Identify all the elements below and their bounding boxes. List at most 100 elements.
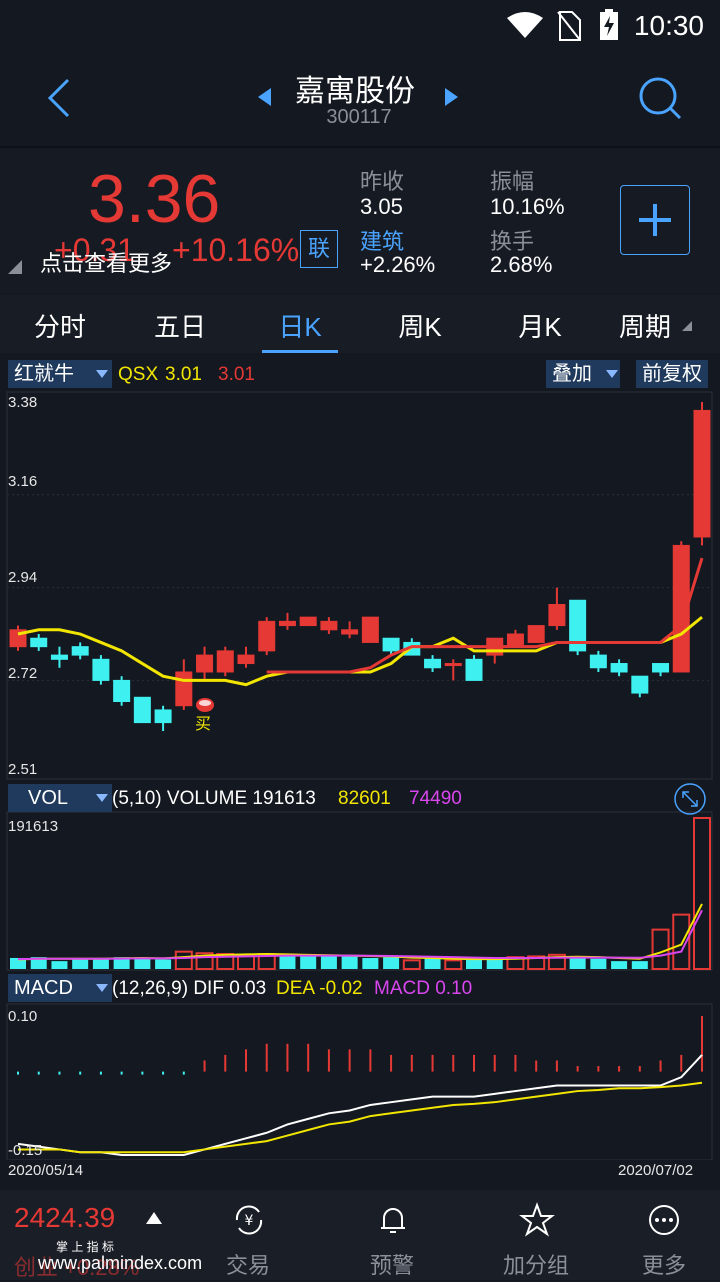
sector-value: +2.26% — [360, 252, 436, 277]
candle-body — [30, 637, 48, 648]
index-quote[interactable]: 2424.39 掌 上 指 标 创业 +0.28% www.palmindex.… — [0, 1190, 203, 1280]
kline-marks — [9, 402, 711, 732]
volume-bar — [155, 959, 172, 969]
candle-body — [258, 620, 276, 652]
plus-icon — [639, 204, 671, 236]
volume-bar — [300, 955, 317, 969]
indicator-selector[interactable]: 红就牛 — [8, 360, 112, 388]
qsx-red-line — [266, 557, 704, 674]
next-stock-icon[interactable] — [444, 88, 458, 106]
volume-bar — [424, 957, 441, 969]
candle-body — [424, 658, 442, 669]
back-icon[interactable] — [40, 74, 80, 122]
add-watchlist-button[interactable] — [620, 185, 690, 255]
volume-bar — [30, 957, 47, 969]
nav-alert[interactable]: 预警 — [320, 1190, 464, 1280]
candle-body — [506, 633, 524, 648]
stock-code: 300117 — [326, 106, 392, 128]
vol-ma10-line — [17, 909, 703, 961]
sector-label[interactable]: 建筑 — [360, 229, 405, 254]
candle-body — [610, 663, 628, 673]
volume-bar — [547, 953, 566, 971]
qsx-yellow-line — [17, 615, 703, 687]
qsx-value-red: 3.01 — [218, 364, 255, 385]
vol-params: (5,10) VOLUME 191613 — [112, 788, 316, 809]
volume-bar — [341, 956, 358, 969]
volume-bar — [672, 913, 691, 970]
yuan-exchange-icon: ¥ — [235, 1205, 263, 1235]
tab-yuek[interactable]: 月K — [518, 312, 562, 342]
quote-panel[interactable]: 3.36 +0.31 +10.16% 点击查看更多 联 昨收 3.05 建筑 +… — [0, 148, 720, 293]
expand-corner-icon — [8, 260, 22, 274]
volume-bar — [486, 958, 503, 969]
kline-grid — [7, 494, 712, 681]
nav-trade-label: 交易 — [225, 1253, 270, 1278]
vol-axis-top: 191613 — [8, 818, 59, 835]
more-info-tip[interactable]: 点击查看更多 — [40, 251, 173, 276]
kline-frame — [6, 391, 713, 780]
tab-zhouqi[interactable]: 周期 — [618, 312, 671, 342]
nav-trade[interactable]: ¥ 交易 — [176, 1190, 320, 1280]
indicator-name: 红就牛 — [14, 363, 74, 385]
nav-more[interactable]: 更多 — [608, 1190, 720, 1280]
candle-body — [444, 663, 462, 667]
kline-chart[interactable] — [0, 390, 720, 1160]
volume-bar — [92, 958, 109, 969]
candle-body — [382, 637, 400, 652]
candle-body — [175, 671, 193, 707]
vol-indicator-name: VOL — [28, 787, 69, 809]
search-icon[interactable] — [636, 74, 684, 122]
volume-bar — [51, 961, 68, 969]
buy-marker-icon — [196, 698, 214, 712]
candle-body — [548, 603, 566, 627]
prev-stock-icon[interactable] — [258, 88, 272, 106]
wifi-icon — [507, 12, 543, 38]
price-change-pct: +10.16% — [172, 232, 300, 268]
dropdown-corner-icon — [682, 321, 692, 331]
divider — [0, 146, 720, 148]
app-header: 嘉寓股份 300117 — [0, 50, 720, 146]
volume-bar — [466, 959, 482, 969]
bottom-nav: 2424.39 掌 上 指 标 创业 +0.28% www.palmindex.… — [0, 1190, 720, 1280]
lian-badge[interactable]: 联 — [300, 230, 338, 268]
macd-indicator-selector[interactable]: MACD — [8, 974, 112, 1002]
chevron-down-icon — [96, 984, 108, 992]
up-arrow-icon — [146, 1212, 162, 1224]
status-time: 10:30 — [633, 10, 704, 41]
bell-icon — [381, 1208, 405, 1233]
candle-body — [465, 658, 483, 681]
candle-body — [50, 654, 68, 660]
candle-body — [154, 709, 172, 724]
chevron-down-icon — [606, 370, 618, 378]
nav-add-group-label: 加分组 — [502, 1253, 569, 1278]
candle-body — [693, 409, 711, 538]
tab-wuri[interactable]: 五日 — [153, 312, 206, 342]
tab-fenshi[interactable]: 分时 — [33, 312, 86, 342]
tab-rik[interactable]: 日K — [278, 312, 322, 342]
overlay-button[interactable]: 叠加 — [546, 360, 620, 388]
candle-body — [196, 654, 214, 673]
svg-text:¥: ¥ — [245, 1213, 254, 1229]
more-icon — [649, 1205, 679, 1235]
volume-marks — [10, 817, 711, 971]
price-axis-tick: 2.72 — [8, 665, 38, 682]
vol-ma10: 74490 — [409, 788, 462, 809]
candle-body — [361, 616, 379, 643]
macd-indicator-name: MACD — [14, 977, 73, 999]
amplitude-label: 振幅 — [490, 169, 535, 194]
vol-indicator-selector[interactable]: VOL — [8, 784, 112, 812]
volume-bar — [362, 957, 379, 969]
chevron-down-icon — [96, 794, 108, 802]
candle-body — [133, 696, 151, 724]
candle-body — [672, 544, 690, 673]
current-price: 3.36 — [88, 161, 221, 237]
candle-body — [569, 599, 587, 652]
date-start: 2020/05/14 — [8, 1162, 84, 1179]
tab-zhouk[interactable]: 周K — [398, 312, 442, 342]
nav-add-group[interactable]: 加分组 — [464, 1190, 608, 1280]
adjust-button[interactable]: 前复权 — [636, 360, 708, 388]
expand-icon[interactable] — [673, 782, 707, 816]
volume-bar — [237, 954, 255, 971]
macd-value: MACD 0.10 — [374, 978, 473, 999]
watermark: www.palmindex.com — [38, 1253, 203, 1273]
